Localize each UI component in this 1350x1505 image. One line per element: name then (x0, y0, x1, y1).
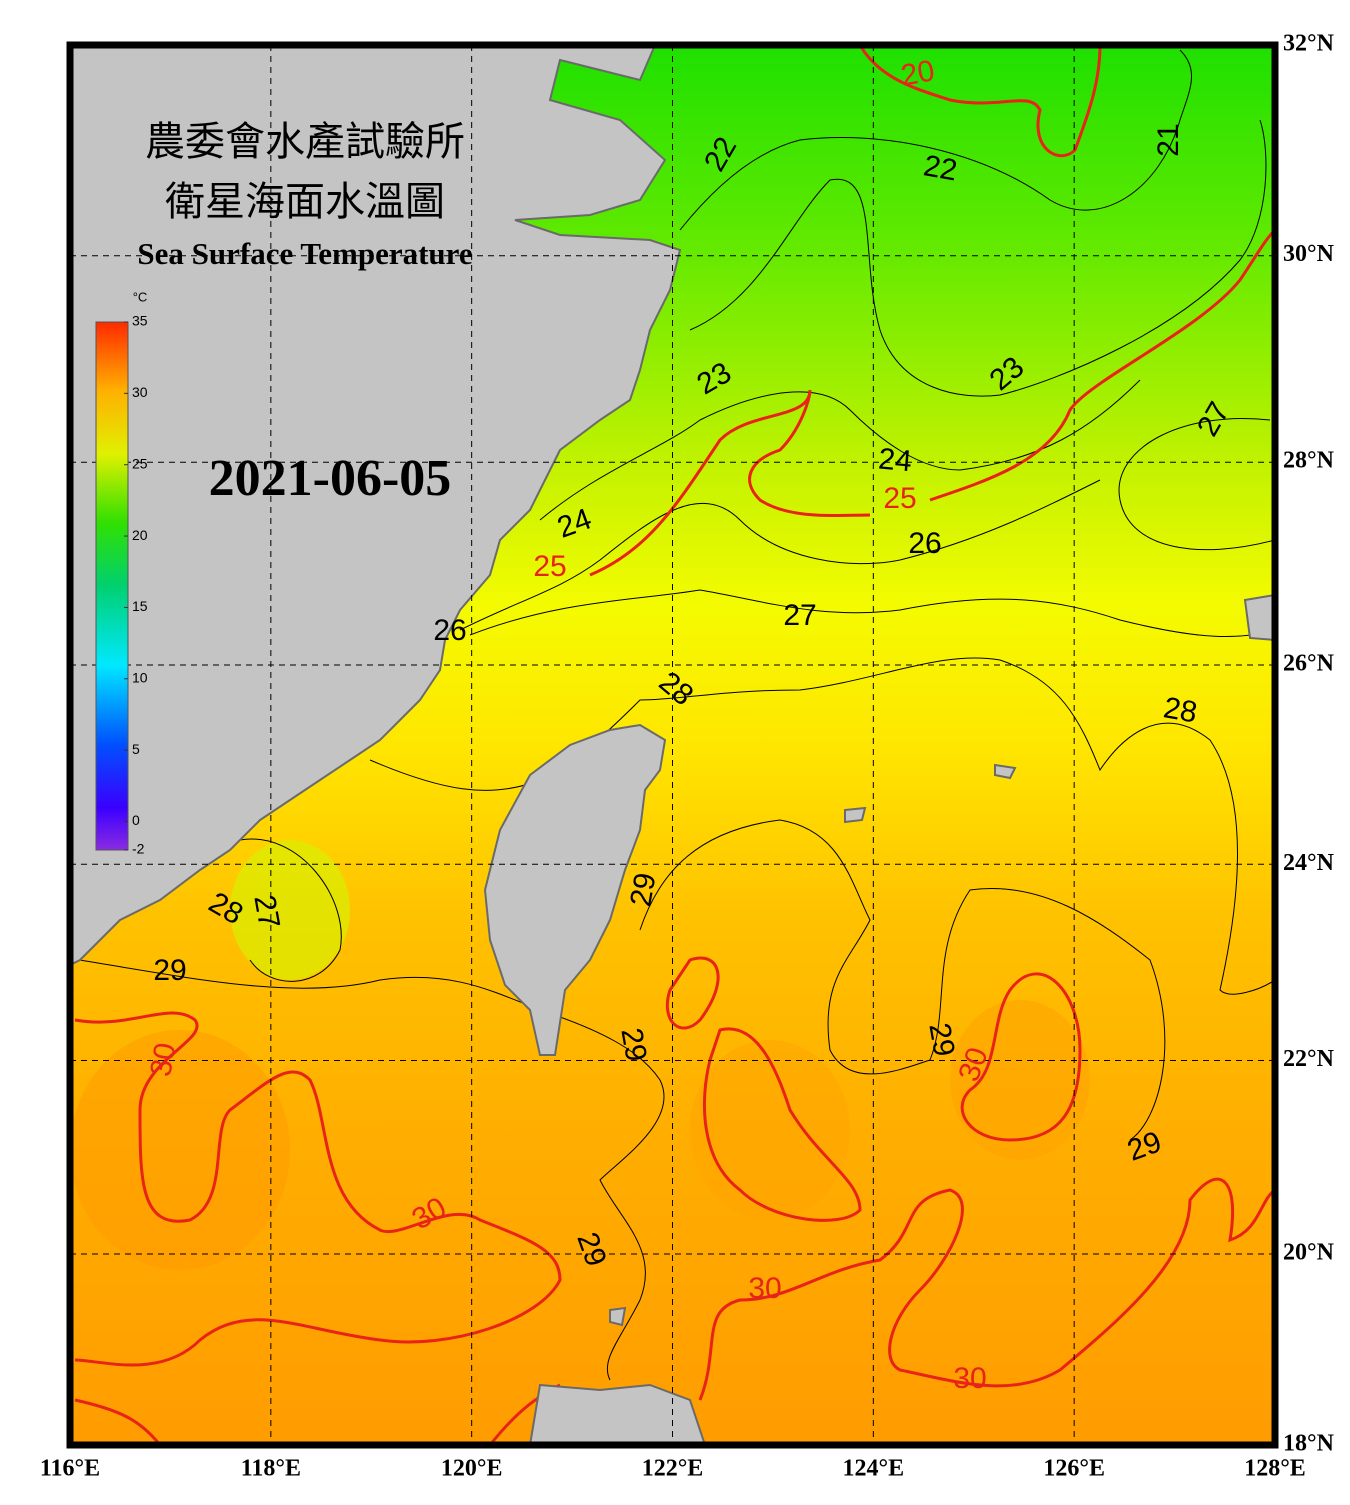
contour-label: 21 (1152, 123, 1185, 156)
date: 2021-06-05 (209, 450, 452, 507)
lon-tick-label: 126°E (1043, 1456, 1105, 1482)
contour-label: 26 (908, 527, 941, 560)
contour-label: 22 (921, 149, 960, 187)
contour-label: 26 (433, 614, 466, 647)
contour-label: 20 (898, 54, 937, 92)
lat-tick-label: 26°N (1283, 650, 1335, 676)
lat-tick-label: 28°N (1283, 448, 1335, 474)
contour-label: 25 (883, 482, 916, 515)
lat-tick-label: 22°N (1283, 1046, 1335, 1072)
lat-tick-label: 32°N (1283, 31, 1335, 57)
contour-label: 29 (624, 870, 662, 909)
warm-pool (690, 1040, 850, 1220)
contour-label: 29 (614, 1025, 652, 1064)
lon-tick-label: 116°E (40, 1456, 100, 1482)
title-en: Sea Surface Temperature (137, 236, 472, 271)
colorbar-tick-label: 15 (132, 598, 148, 614)
lon-tick-label: 118°E (241, 1456, 301, 1482)
lat-tick-label: 20°N (1283, 1239, 1335, 1265)
island (844, 806, 867, 824)
china-coast (70, 45, 682, 967)
colorbar-tick-label: 0 (132, 812, 140, 828)
major-contours (74, 45, 1275, 1445)
colorbar-tick-label: 30 (132, 384, 148, 400)
colorbar-tick-label: 25 (132, 455, 148, 471)
cool-patch (230, 840, 350, 980)
contour-label: 29 (153, 954, 186, 987)
title-zh-1: 農委會水產試驗所 (145, 119, 465, 165)
contour-label: 27 (783, 599, 816, 632)
colorbar-tick-label: -2 (132, 841, 145, 857)
lon-tick-label: 122°E (642, 1456, 704, 1482)
colorbar-tick-label: 5 (132, 741, 140, 757)
contour-label: 27 (247, 892, 285, 931)
lat-tick-label: 24°N (1283, 850, 1335, 876)
lon-tick-label: 128°E (1244, 1456, 1306, 1482)
contour-label: 30 (748, 1272, 781, 1305)
taiwan (483, 723, 667, 1056)
colorbar-ticks: -2 0 5 10 15 20 25 30 35 (124, 313, 148, 857)
island (609, 1306, 627, 1327)
contour-label: 28 (1161, 691, 1200, 729)
island (994, 763, 1017, 780)
map-frame (66, 41, 1279, 1449)
island (1243, 593, 1275, 642)
axes: 116°E 118°E 120°E 122°E 124°E 126°E 128°E18°N 2… (40, 31, 1335, 1482)
colorbar (95, 321, 129, 851)
lon-tick-label: 124°E (843, 1456, 905, 1482)
contour-label: 30 (144, 1040, 182, 1079)
colorbar-tick-label: 35 (132, 313, 148, 329)
graticule (70, 45, 1275, 1445)
lat-tick-label: 30°N (1283, 241, 1335, 267)
contour-label: 25 (533, 550, 566, 583)
land (70, 45, 1275, 1445)
lon-tick-label: 120°E (441, 1456, 503, 1482)
warm-pool (70, 1030, 290, 1270)
colorbar-unit: °C (133, 289, 148, 304)
title-zh-2: 衛星海面水溫圖 (165, 179, 445, 225)
contour-label: 24 (877, 443, 913, 479)
contour-label: 30 (953, 1362, 986, 1395)
colorbar-tick-label: 20 (132, 527, 148, 543)
warm-pool (950, 1000, 1090, 1160)
lat-tick-label: 18°N (1283, 1431, 1335, 1457)
luzon (528, 1383, 707, 1445)
contour-label: 29 (922, 1020, 960, 1059)
colorbar-tick-label: 10 (132, 669, 148, 685)
